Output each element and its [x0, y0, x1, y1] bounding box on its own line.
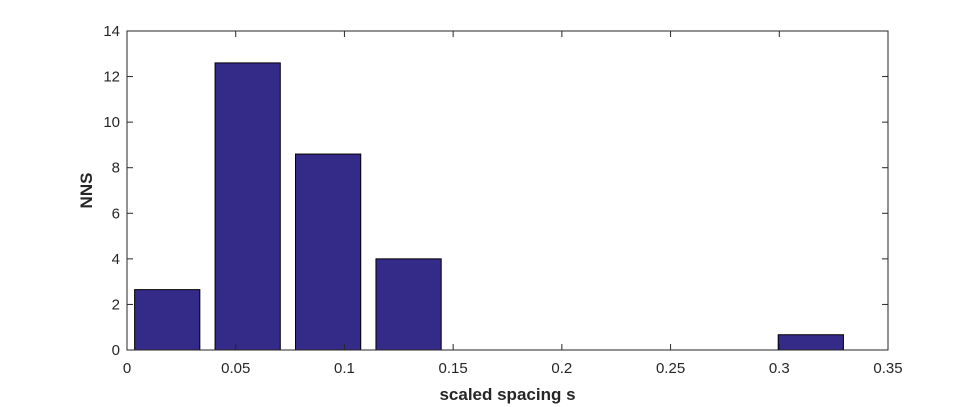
y-tick-label: 14 — [103, 23, 120, 40]
x-tick-label: 0 — [123, 360, 131, 377]
y-tick-labels: 0 2 4 6 8 10 12 14 — [103, 23, 120, 359]
x-tick-label: 0.1 — [334, 360, 355, 377]
y-tick-label: 4 — [112, 251, 120, 268]
y-tick-label: 0 — [112, 342, 120, 359]
y-tick-label: 6 — [112, 205, 120, 222]
x-tick-label: 0.25 — [656, 360, 685, 377]
bar-0 — [134, 289, 201, 351]
bar-2 — [295, 153, 362, 351]
y-axis-title: NNS — [77, 173, 96, 209]
bar-1 — [214, 62, 281, 351]
x-tick-label: 0.05 — [221, 360, 250, 377]
bars-group — [134, 62, 844, 351]
x-axis-title: scaled spacing s — [439, 385, 575, 404]
y-tick-label: 10 — [103, 114, 120, 131]
y-tick-label: 8 — [112, 160, 120, 177]
y-tick-label: 2 — [112, 296, 120, 313]
bar-3 — [375, 258, 442, 351]
x-tick-label: 0.3 — [769, 360, 790, 377]
bar-8 — [777, 334, 844, 351]
plot-frame — [126, 30, 889, 351]
x-tick-label: 0.15 — [439, 360, 468, 377]
x-tick-label: 0.35 — [873, 360, 902, 377]
y-tick-label: 12 — [103, 69, 120, 86]
x-tick-label: 0.2 — [551, 360, 572, 377]
x-tick-labels: 0 0.05 0.1 0.15 0.2 0.25 0.3 0.35 — [123, 360, 903, 377]
